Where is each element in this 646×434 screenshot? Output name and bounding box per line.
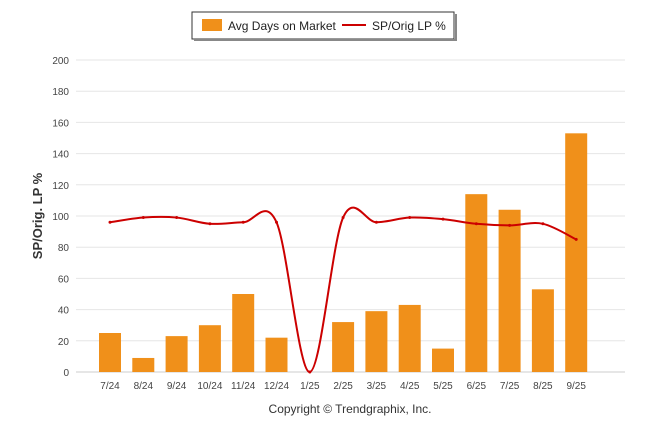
- x-tick-label: 9/24: [167, 381, 187, 392]
- y-tick-label: 60: [58, 274, 70, 285]
- y-tick-label: 80: [58, 243, 70, 254]
- line-point-8/24: [141, 216, 145, 220]
- x-tick-label: 6/25: [467, 381, 487, 392]
- line-point-3/25: [374, 220, 378, 224]
- line-sp-orig-lp: [109, 206, 577, 374]
- x-tick-label: 8/25: [533, 381, 553, 392]
- x-tick-label: 10/24: [197, 381, 222, 392]
- y-axis-label: SP/Orig. LP %: [30, 172, 45, 259]
- line-point-12/24: [275, 220, 278, 224]
- bar-11/24: [232, 294, 255, 372]
- bar-7/24: [99, 333, 121, 372]
- y-tick-label: 200: [52, 56, 69, 67]
- line-point-2/25: [341, 216, 345, 220]
- x-tick-label: 2/25: [333, 381, 353, 392]
- legend-line-label: SP/Orig LP %: [372, 19, 446, 33]
- bar-8/24: [132, 357, 155, 372]
- legend-bar-swatch: [202, 19, 222, 31]
- line-point-4/25: [408, 216, 412, 220]
- line-point-7/24: [108, 220, 112, 224]
- y-tick-label: 20: [58, 337, 70, 348]
- bar-7/25: [498, 209, 521, 372]
- y-tick-label: 0: [63, 368, 69, 379]
- line-point-7/25: [508, 223, 512, 227]
- bar-3/25: [365, 311, 388, 372]
- x-tick-label: 7/25: [500, 381, 520, 392]
- bar-8/25: [531, 289, 554, 372]
- line-point-9/24: [175, 216, 179, 220]
- bar-12/24: [265, 337, 288, 372]
- legend-line-swatch: [342, 24, 366, 26]
- bar-5/25: [432, 348, 454, 372]
- line-point-11/24: [241, 220, 245, 224]
- x-tick-label: 4/25: [400, 381, 420, 392]
- line-point-1/25: [308, 370, 312, 374]
- x-tick-label: 7/24: [100, 381, 120, 392]
- y-tick-label: 160: [52, 118, 69, 129]
- bar-10/24: [198, 325, 221, 372]
- bar-9/24: [165, 336, 188, 372]
- bar-4/25: [398, 304, 421, 372]
- line-point-10/24: [208, 222, 212, 226]
- y-tick-label: 140: [52, 150, 69, 161]
- line-point-6/25: [474, 222, 478, 226]
- line-point-9/25: [574, 237, 578, 241]
- bar-6/25: [465, 194, 488, 372]
- y-tick-label: 100: [52, 212, 69, 223]
- bar-2/25: [332, 322, 355, 372]
- x-tick-label: 11/24: [231, 381, 256, 392]
- x-tick-label: 1/25: [300, 381, 320, 392]
- footer-copyright: Copyright © Trendgraphix, Inc.: [269, 402, 432, 416]
- y-tick-label: 120: [52, 181, 69, 192]
- y-tick-label: 40: [58, 306, 70, 317]
- line-point-5/25: [441, 217, 445, 221]
- legend: Avg Days on Market SP/Orig LP %: [191, 11, 457, 41]
- legend-bar-label: Avg Days on Market: [228, 19, 336, 33]
- line-point-8/25: [541, 222, 545, 226]
- bar-9/25: [565, 133, 588, 372]
- x-tick-label: 5/25: [433, 381, 453, 392]
- x-tick-label: 9/25: [566, 381, 586, 392]
- x-tick-label: 8/24: [134, 381, 154, 392]
- x-tick-label: 12/24: [264, 381, 289, 392]
- x-tick-label: 3/25: [367, 381, 387, 392]
- y-tick-label: 180: [52, 87, 69, 98]
